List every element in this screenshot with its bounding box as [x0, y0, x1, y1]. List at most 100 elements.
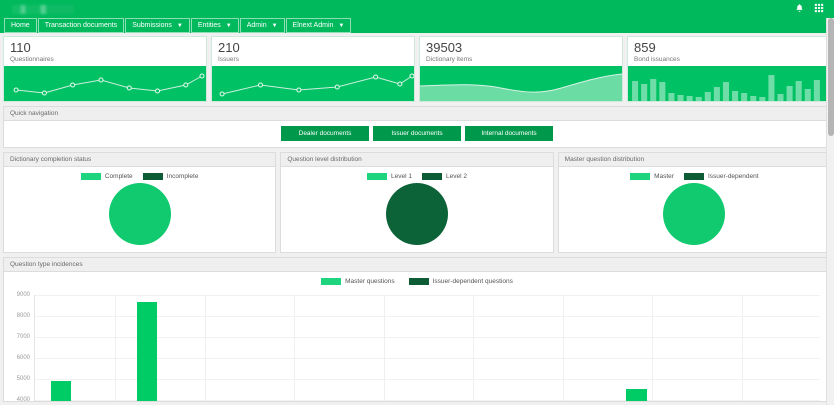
bar-master-questions[interactable]	[626, 389, 647, 402]
panel-title: Master question distribution	[558, 153, 830, 168]
chevron-down-icon: ▼	[176, 22, 183, 29]
internal-documents-button[interactable]: Internal documents	[465, 126, 553, 142]
y-axis-tick: 4000	[16, 397, 30, 404]
gridline-horizontal	[35, 295, 820, 297]
gridline-vertical	[383, 295, 385, 402]
y-axis-tick: 5000	[16, 376, 30, 383]
chart-legend: Master questions Issuer-dependent questi…	[4, 272, 830, 289]
legend-label: Level 2	[445, 173, 467, 181]
dashboard-page: 110 Questionnaires 210 Issuers	[0, 33, 834, 404]
menu-item-label: Home	[11, 22, 30, 29]
menu-item-label: Transaction documents	[44, 22, 118, 29]
sparkline-line-chart	[4, 66, 206, 102]
main-menu-bar: Home Transaction documents Submissions ▼…	[0, 18, 834, 33]
quick-navigation-panel: Quick navigation Dealer documents Issuer…	[3, 106, 831, 149]
menu-item-transaction-documents[interactable]: Transaction documents	[37, 18, 125, 33]
chevron-down-icon: ▼	[225, 22, 232, 29]
legend-swatch	[683, 173, 704, 181]
gridline-horizontal	[35, 358, 820, 360]
legend-item-incomplete[interactable]: Incomplete	[142, 173, 198, 181]
kpi-card-issuers[interactable]: 210 Issuers	[211, 36, 415, 103]
legend-item-complete[interactable]: Complete	[80, 173, 133, 181]
pie-panel-row: Dictionary completion status Complete In…	[3, 152, 831, 254]
dealer-documents-button[interactable]: Dealer documents	[281, 126, 369, 142]
legend-label: Master	[654, 173, 674, 181]
y-axis-tick: 6000	[16, 355, 30, 362]
pie-chart-wrapper	[281, 183, 552, 246]
kpi-label: Questionnaires	[10, 56, 54, 64]
scrollbar-thumb[interactable]	[828, 18, 834, 136]
pie-chart-wrapper	[4, 183, 275, 246]
grid-apps-icon[interactable]	[814, 3, 824, 16]
gridline-horizontal	[35, 337, 820, 339]
issuer-documents-button[interactable]: Issuer documents	[373, 126, 461, 142]
panel-body: Level 1 Level 2	[281, 167, 553, 253]
sparkline-line-chart	[212, 66, 414, 102]
pie-chart[interactable]	[108, 183, 171, 246]
legend-swatch	[421, 173, 442, 181]
legend-label: Issuer-dependent	[707, 173, 759, 181]
menu-item-label: Entities	[197, 22, 221, 29]
menu-item-submissions[interactable]: Submissions ▼	[125, 18, 190, 33]
vertical-scrollbar[interactable]	[826, 18, 834, 405]
panel-title: Quick navigation	[4, 107, 830, 122]
menu-item-admin[interactable]: Admin ▼	[239, 18, 285, 33]
y-axis-tick: 9000	[16, 292, 30, 299]
chart-legend: Level 1 Level 2	[281, 167, 552, 181]
menu-item-elnext-admin[interactable]: Elnext Admin ▼	[285, 18, 352, 33]
menu-item-label: Submissions	[132, 22, 172, 29]
topbar-icon-group	[795, 3, 824, 16]
legend-swatch	[367, 173, 388, 181]
kpi-value: 110	[10, 40, 31, 55]
legend-label: Complete	[104, 173, 133, 181]
company-logo[interactable]	[12, 4, 74, 14]
panel-title: Question type incidences	[4, 258, 830, 273]
chart-legend: Master Issuer-dependent	[559, 167, 830, 181]
chart-legend: Complete Incomplete	[4, 167, 275, 181]
kpi-card-questionnaires[interactable]: 110 Questionnaires	[3, 36, 207, 103]
question-level-distribution-panel: Question level distribution Level 1 Leve…	[280, 152, 554, 254]
kpi-head: 859 Bond issuances	[628, 37, 830, 67]
menu-item-entities[interactable]: Entities ▼	[190, 18, 239, 33]
legend-swatch	[80, 173, 101, 181]
chevron-down-icon: ▼	[338, 22, 345, 29]
legend-label: Issuer-dependent questions	[432, 278, 513, 286]
gridline-horizontal	[35, 316, 820, 318]
top-bar	[0, 0, 834, 18]
legend-item-master-questions[interactable]: Master questions	[321, 278, 395, 286]
legend-item-level-2[interactable]: Level 2	[421, 173, 467, 181]
gridline-vertical	[115, 295, 117, 402]
kpi-label: Dictionary items	[426, 56, 473, 64]
legend-item-level-1[interactable]: Level 1	[367, 173, 412, 181]
panel-title: Dictionary completion status	[4, 153, 276, 168]
pie-chart[interactable]	[385, 183, 448, 246]
panel-title: Question level distribution	[281, 153, 553, 168]
menu-item-label: Elnext Admin	[292, 22, 334, 29]
legend-item-master[interactable]: Master	[630, 173, 674, 181]
chevron-down-icon: ▼	[271, 22, 278, 29]
bar-master-questions[interactable]	[50, 381, 72, 402]
gridline-vertical	[204, 295, 206, 402]
menu-item-home[interactable]: Home	[4, 18, 37, 33]
kpi-head: 39503 Dictionary items	[420, 37, 622, 67]
question-type-incidences-panel: Question type incidences Master question…	[3, 257, 831, 404]
gridline-vertical	[562, 295, 564, 402]
legend-item-issuer-dependent[interactable]: Issuer-dependent	[683, 173, 759, 181]
legend-label: Level 1	[391, 173, 412, 181]
legend-swatch	[630, 173, 651, 181]
gridline-vertical	[652, 295, 653, 402]
kpi-card-bond-issuances[interactable]: 859 Bond issuances	[627, 36, 831, 103]
kpi-head: 210 Issuers	[212, 37, 414, 67]
sparkline-area-chart	[420, 66, 622, 102]
gridline-horizontal	[35, 400, 820, 402]
bar-master-questions[interactable]	[137, 302, 158, 402]
pie-chart[interactable]	[663, 183, 726, 246]
sparkline-bar-chart	[628, 66, 830, 102]
kpi-value: 859	[634, 40, 656, 55]
legend-item-issuer-dependent-questions[interactable]: Issuer-dependent questions	[408, 278, 513, 286]
pie-chart-wrapper	[559, 183, 830, 246]
bell-icon[interactable]	[795, 3, 804, 16]
legend-swatch	[321, 278, 342, 286]
kpi-card-dictionary-items[interactable]: 39503 Dictionary items	[419, 36, 623, 103]
bar-chart[interactable]: 9000 8000 7000 6000 5000 4000	[4, 289, 824, 404]
